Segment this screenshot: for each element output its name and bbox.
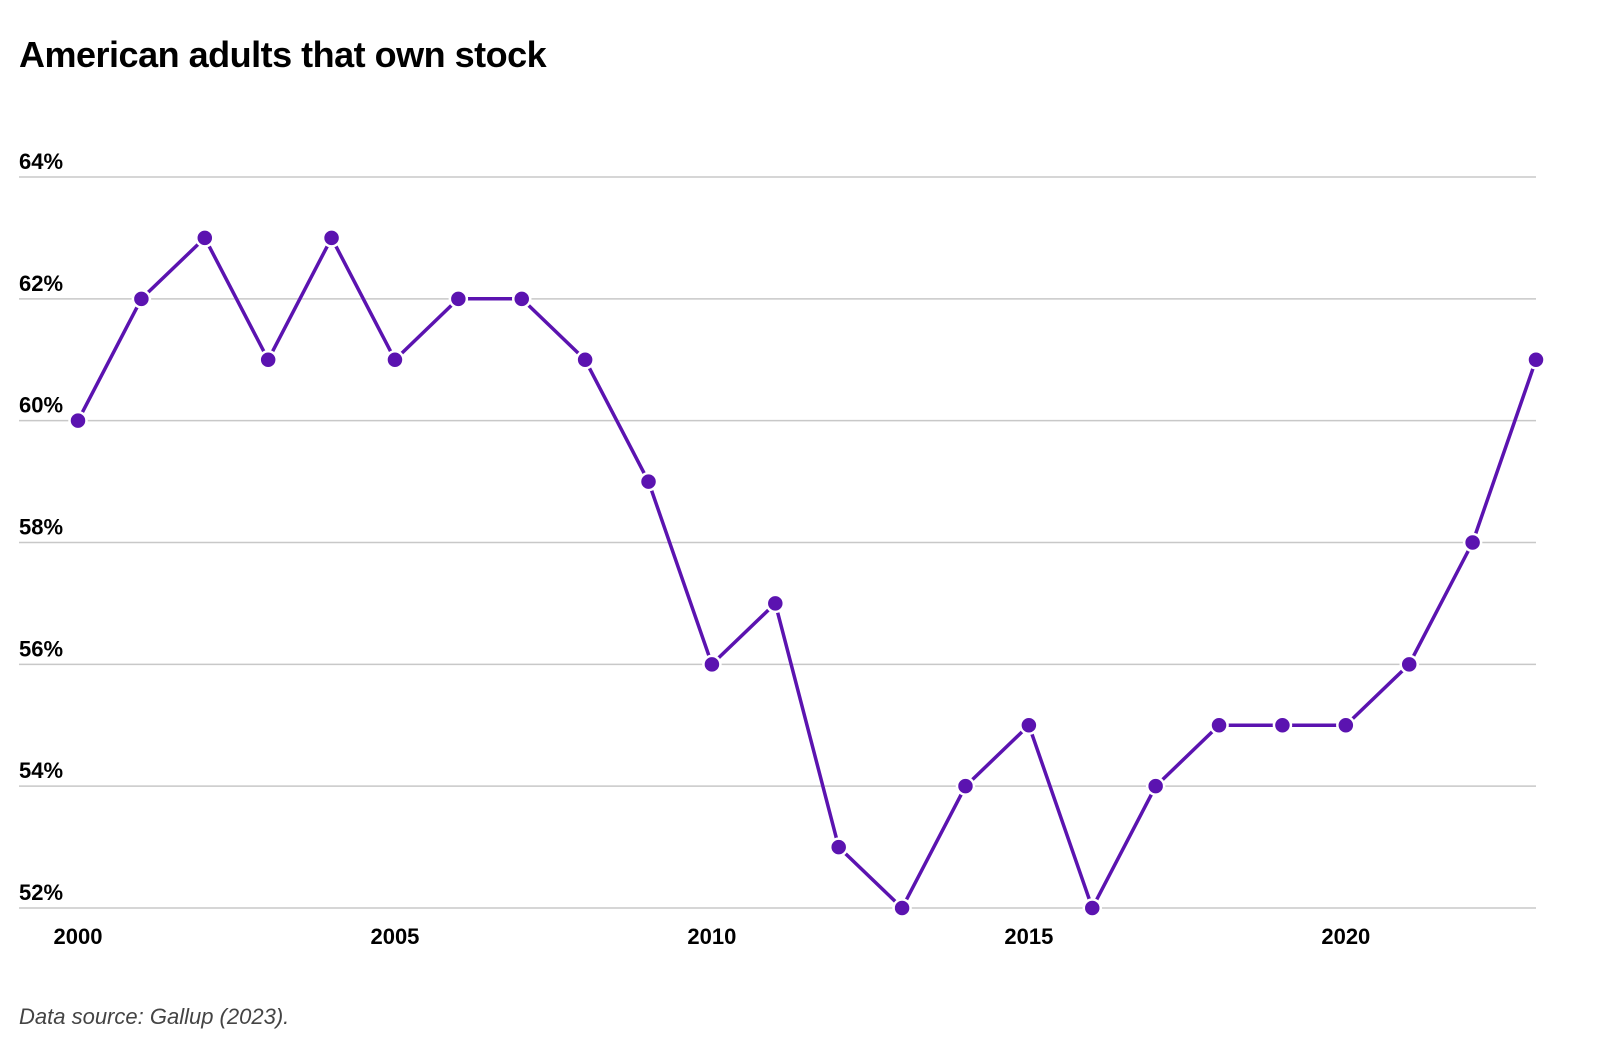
data-point	[1272, 715, 1293, 735]
y-tick-label: 56%	[19, 636, 63, 661]
data-point	[68, 410, 88, 431]
data-point	[892, 898, 912, 918]
x-tick-label: 2010	[687, 924, 736, 949]
data-point	[1082, 898, 1103, 918]
data-point	[131, 289, 152, 309]
data-point	[385, 350, 405, 370]
y-tick-label: 60%	[19, 393, 63, 418]
x-tick-label: 2000	[54, 924, 103, 949]
data-point	[195, 228, 215, 248]
data-point	[828, 837, 849, 857]
y-tick-label: 62%	[19, 271, 63, 296]
data-point	[1462, 532, 1483, 553]
y-axis-ticks: 64% 62% 60% 58% 56% 54% 52%	[19, 149, 63, 905]
x-tick-label: 2020	[1321, 924, 1370, 949]
y-tick-label: 54%	[19, 758, 63, 783]
data-point	[1209, 715, 1229, 735]
data-point	[575, 350, 595, 370]
data-point	[448, 289, 469, 309]
data-point	[1526, 350, 1546, 370]
data-point	[1399, 654, 1419, 675]
data-point	[1336, 715, 1356, 735]
series-line	[76, 236, 1538, 910]
x-tick-label: 2015	[1004, 924, 1053, 949]
y-tick-label: 64%	[19, 149, 63, 174]
data-point	[765, 593, 786, 614]
source-note: Data source: Gallup (2023).	[19, 1004, 290, 1029]
data-point	[955, 776, 976, 796]
data-point	[258, 350, 278, 370]
x-axis-ticks: 2000 2005 2010 2015 2020	[54, 924, 1371, 949]
gridlines	[19, 176, 1536, 909]
x-tick-label: 2005	[370, 924, 419, 949]
y-tick-label: 52%	[19, 880, 63, 905]
data-point	[511, 289, 532, 309]
y-tick-label: 58%	[19, 515, 63, 540]
data-point	[638, 471, 659, 492]
data-point	[321, 228, 342, 248]
data-point	[702, 654, 722, 675]
chart-title: American adults that own stock	[19, 34, 547, 75]
data-point	[1145, 776, 1166, 796]
data-point	[1019, 715, 1039, 735]
series-layer	[68, 228, 1546, 918]
